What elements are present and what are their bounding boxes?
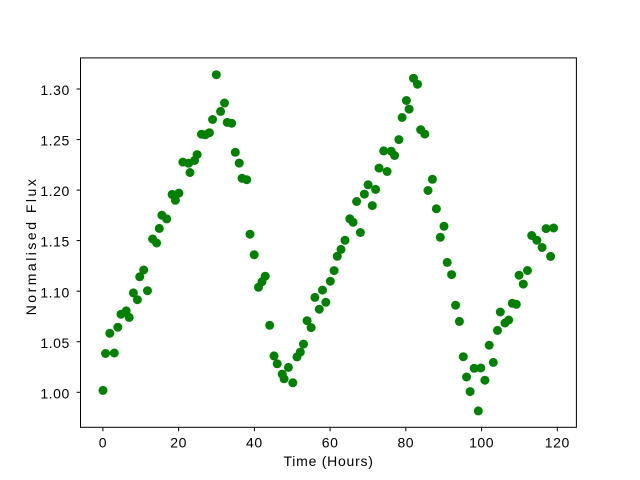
svg-text:80: 80 [397,434,414,450]
svg-text:1.00: 1.00 [40,385,69,401]
svg-text:100: 100 [469,434,494,450]
svg-text:1.25: 1.25 [40,133,69,149]
svg-text:40: 40 [246,434,263,450]
svg-text:1.10: 1.10 [40,284,69,300]
svg-text:20: 20 [170,434,187,450]
svg-text:120: 120 [545,434,570,450]
svg-text:1.15: 1.15 [40,234,69,250]
svg-text:1.30: 1.30 [40,82,69,98]
svg-text:1.20: 1.20 [40,183,69,199]
svg-text:Normalised Flux: Normalised Flux [23,177,39,316]
svg-text:Time (Hours): Time (Hours) [284,453,374,469]
svg-text:60: 60 [322,434,339,450]
svg-text:1.05: 1.05 [40,335,69,351]
svg-text:0: 0 [99,434,107,450]
